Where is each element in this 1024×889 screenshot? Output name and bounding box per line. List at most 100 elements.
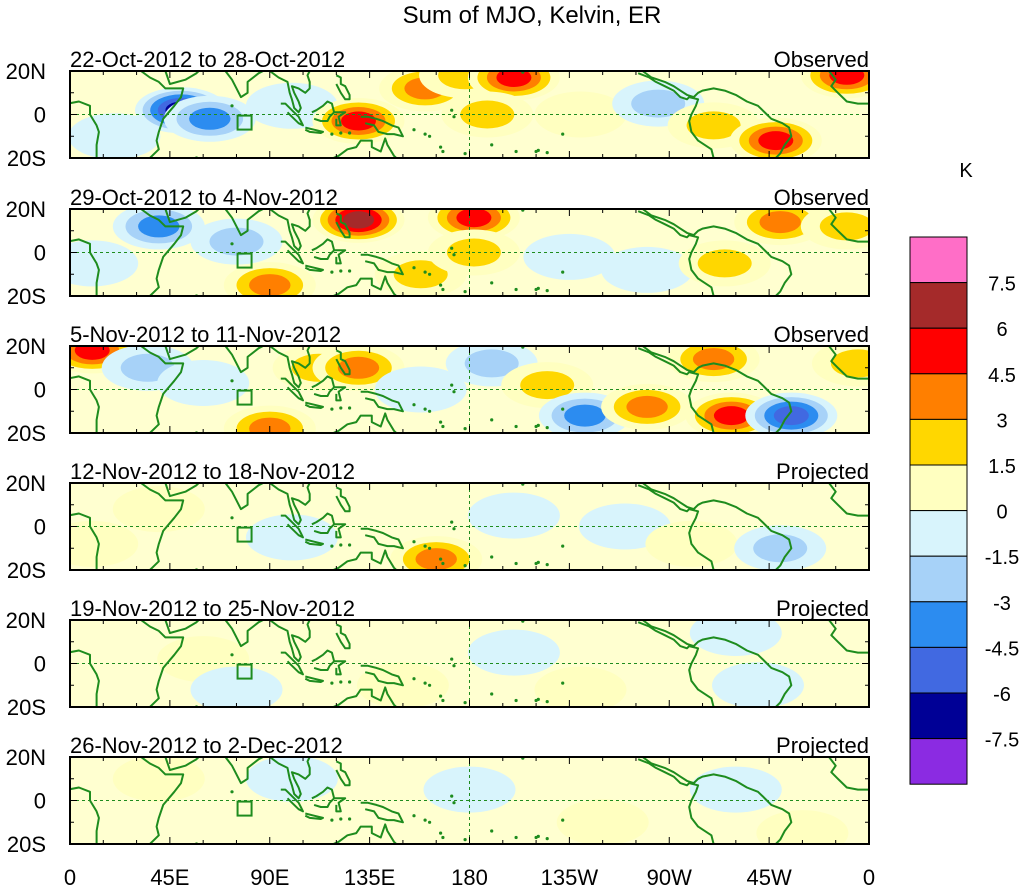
island-dot	[230, 790, 234, 794]
longitude-label: 45W	[746, 865, 791, 889]
island-dot	[561, 407, 565, 411]
island-dot	[339, 131, 343, 135]
coastline-path	[304, 812, 324, 820]
latitude-label: 20N	[6, 745, 46, 770]
island-dot	[514, 424, 518, 429]
contour-fill	[626, 395, 668, 418]
coastline-path	[334, 660, 347, 676]
coastline-path	[311, 649, 336, 671]
longitude-axis: 0 45E 90E 135E 180 135W 90W 45W 0	[64, 865, 875, 889]
coastline-path	[360, 801, 404, 824]
longitude-label: 90W	[647, 865, 692, 889]
contour-fill	[631, 89, 686, 118]
island-dot	[428, 409, 432, 413]
island-dot	[450, 383, 454, 387]
anomaly-field	[70, 616, 869, 707]
anomaly-blob	[467, 629, 560, 676]
longitude-label: 135W	[541, 865, 599, 889]
panel-frame	[69, 208, 870, 297]
island-dot	[191, 571, 194, 574]
anomaly-blob	[70, 520, 139, 567]
colorbar-label: -1.5	[985, 547, 1019, 569]
island-dot	[536, 697, 540, 702]
reference-box	[236, 114, 253, 131]
longitude-label: 0	[64, 865, 76, 889]
anomaly-blob	[245, 757, 338, 802]
anomaly-blob	[157, 360, 250, 406]
coastline-path	[216, 209, 264, 237]
island-dot	[514, 835, 518, 840]
island-dot	[450, 657, 454, 661]
contour-fill	[713, 406, 749, 426]
reference-box	[236, 252, 253, 269]
island-dot	[348, 131, 352, 135]
latitude-label: 20N	[6, 59, 46, 84]
island-dot	[679, 616, 682, 619]
island-dot	[348, 817, 352, 821]
island-dot	[412, 266, 416, 270]
island-dot	[519, 205, 522, 208]
contour-fill	[460, 100, 515, 129]
colorbar-swatch	[909, 601, 968, 648]
coastline-path	[334, 386, 347, 402]
panel-period-label: 19-Nov-2012 to 25-Nov-2012	[70, 596, 355, 621]
coastline-path	[164, 620, 200, 634]
contour-fill	[712, 662, 804, 707]
island-dot	[428, 546, 432, 550]
latitude-label: 20N	[6, 197, 46, 222]
island-dot	[545, 837, 549, 841]
longitude-label: 180	[451, 865, 488, 889]
island-dot	[463, 290, 467, 294]
island-dot	[463, 152, 467, 156]
island-dot	[412, 403, 416, 407]
island-dot	[412, 814, 416, 818]
coastline-path	[335, 74, 351, 101]
colorbar-swatch	[909, 418, 968, 466]
island-dot	[423, 407, 427, 411]
coastline-path	[269, 346, 311, 389]
map-panel: 26-Nov-2012 to 2-Dec-2012 Projected 20N 0 20…	[6, 733, 870, 857]
contour-fill	[830, 349, 869, 378]
contour-fill	[523, 233, 616, 280]
panel-type-label: Observed	[774, 47, 869, 72]
anomaly-blob	[689, 620, 782, 656]
colorbar-swatch	[909, 692, 968, 740]
contour-fill	[249, 417, 291, 433]
colorbar-swatch	[909, 646, 968, 694]
anomaly-blob	[556, 799, 649, 844]
panel-frame	[69, 70, 870, 159]
island-dot	[463, 838, 467, 842]
longitude-label: 135E	[344, 865, 395, 889]
contour-fill	[564, 404, 606, 427]
coastline-path	[311, 512, 336, 534]
island-dot	[412, 677, 416, 681]
island-dot	[191, 845, 194, 848]
coastline-path	[216, 757, 264, 785]
contour-fill	[415, 548, 457, 570]
contour-fill	[112, 486, 205, 533]
units-label: K	[959, 160, 973, 182]
island-dot	[348, 269, 352, 273]
latitude-label: 0	[34, 789, 46, 814]
latitude-label: 20S	[7, 421, 46, 446]
coastline-path	[360, 664, 404, 687]
colorbar-swatch	[909, 738, 968, 785]
island-dot	[545, 563, 549, 567]
map-panel: 29-Oct-2012 to 4-Nov-2012 Observed 20N 0 20S	[6, 185, 870, 309]
latitude-label: 0	[34, 378, 46, 403]
contour-fill	[753, 534, 808, 563]
contour-fill	[534, 666, 627, 707]
island-dot	[536, 560, 540, 565]
map-panel: 19-Nov-2012 to 25-Nov-2012 Projected 20N 0 2…	[6, 596, 870, 720]
island-dot	[679, 67, 682, 70]
contour-fill	[759, 211, 801, 234]
coastline-path	[320, 823, 397, 844]
map-panels: 22-Oct-2012 to 28-Oct-2012 Observed 20N 0 20…	[6, 47, 870, 857]
island-dot	[519, 479, 522, 482]
coastline-path	[164, 209, 200, 224]
coastline-path	[335, 486, 351, 513]
panel-period-label: 22-Oct-2012 to 28-Oct-2012	[70, 47, 345, 72]
island-dot	[339, 269, 343, 273]
island-dot	[536, 148, 540, 152]
